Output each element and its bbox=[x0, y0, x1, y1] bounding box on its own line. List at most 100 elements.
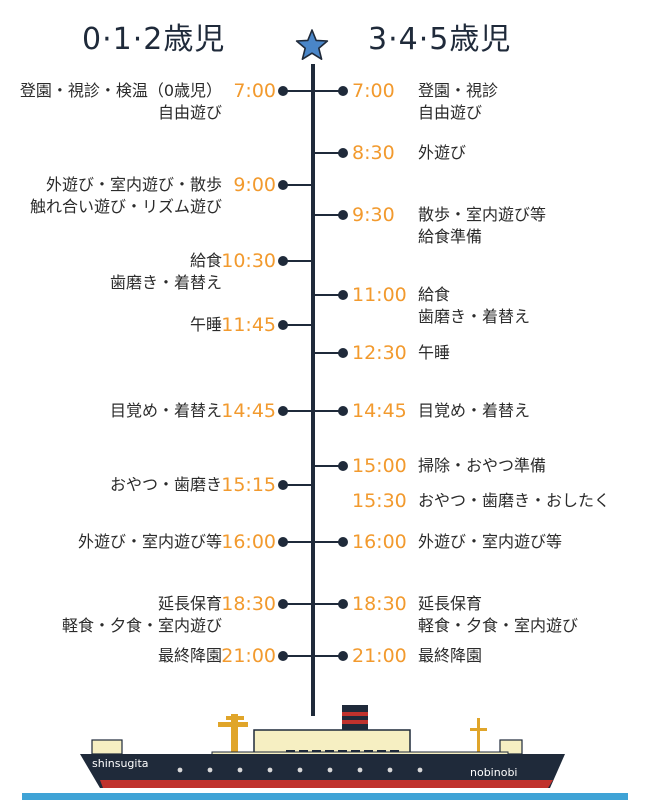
timeline-tick bbox=[283, 410, 313, 412]
left-activity: おやつ・歯磨き bbox=[110, 474, 222, 496]
right-activity-line: 歯磨き・着替え bbox=[418, 307, 531, 326]
left-activity-line: 午睡 bbox=[189, 315, 222, 334]
ship-label-left: shinsugita bbox=[92, 757, 149, 770]
left-time-label: 7:00 bbox=[233, 80, 276, 102]
right-activity: 掃除・おやつ準備 bbox=[418, 455, 546, 477]
left-activity: 給食歯磨き・着替え bbox=[110, 250, 222, 294]
timeline-tick bbox=[313, 655, 343, 657]
left-activity-line: 軽食・夕食・室内遊び bbox=[61, 616, 222, 635]
right-activity-line: 自由遊び bbox=[418, 103, 483, 122]
left-column-title: 0·1·2歳児 bbox=[82, 22, 226, 57]
right-activity-line: 掃除・おやつ準備 bbox=[418, 456, 547, 475]
timeline-tick bbox=[313, 465, 343, 467]
right-column-title: 3·4·5歳児 bbox=[368, 22, 512, 57]
right-time-label: 14:45 bbox=[352, 400, 407, 422]
ship-label-right: nobinobi bbox=[470, 766, 517, 779]
timeline-dot bbox=[338, 210, 348, 220]
timeline-dot bbox=[338, 537, 348, 547]
timeline-tick bbox=[283, 655, 313, 657]
right-time-label: 15:00 bbox=[352, 455, 407, 477]
left-time-label: 18:30 bbox=[221, 593, 276, 615]
right-time-label: 21:00 bbox=[352, 645, 407, 667]
right-activity-line: 給食準備 bbox=[418, 227, 483, 246]
timeline-tick bbox=[283, 541, 313, 543]
left-time-label: 16:00 bbox=[221, 531, 276, 553]
right-activity-line: 外遊び bbox=[418, 143, 467, 162]
timeline-tick bbox=[283, 603, 313, 605]
right-activity: 目覚め・着替え bbox=[418, 400, 530, 422]
right-activity: 延長保育軽食・夕食・室内遊び bbox=[418, 593, 578, 637]
right-activity-line: 最終降園 bbox=[418, 646, 483, 665]
right-time-label: 8:30 bbox=[352, 142, 395, 164]
right-activity-line: おやつ・歯磨き・おしたく bbox=[418, 491, 611, 510]
timeline-axis bbox=[311, 64, 315, 716]
left-activity-line: 触れ合い遊び・リズム遊び bbox=[29, 197, 222, 216]
right-time-label: 9:30 bbox=[352, 204, 395, 226]
left-activity-line: 歯磨き・着替え bbox=[109, 273, 222, 292]
timeline-dot bbox=[338, 290, 348, 300]
right-activity: 給食 歯磨き・着替え bbox=[418, 284, 530, 328]
right-time-label: 12:30 bbox=[352, 342, 407, 364]
left-activity: 登園・視診・検温（0歳児） 自由遊び bbox=[20, 80, 222, 124]
right-activity-line: 延長保育 bbox=[418, 594, 483, 613]
left-time-label: 10:30 bbox=[221, 250, 276, 272]
right-time-label: 11:00 bbox=[352, 284, 407, 306]
left-activity: 延長保育軽食・夕食・室内遊び bbox=[62, 593, 222, 637]
timeline-tick bbox=[283, 184, 313, 186]
timeline-tick bbox=[313, 603, 343, 605]
left-activity-line: 外遊び・室内遊び等 bbox=[77, 532, 222, 551]
timeline-tick bbox=[313, 352, 343, 354]
left-time-label: 11:45 bbox=[221, 314, 276, 336]
left-activity-line: 自由遊び bbox=[157, 103, 222, 122]
right-activity-line: 散歩・室内遊び等 bbox=[418, 205, 547, 224]
right-activity: 外遊び・室内遊び等 bbox=[418, 531, 562, 553]
right-activity: 最終降園 bbox=[418, 645, 482, 667]
right-activity: 午睡 bbox=[418, 342, 450, 364]
right-activity: 外遊び bbox=[418, 142, 466, 164]
right-activity-line: 目覚め・着替え bbox=[418, 401, 531, 420]
timeline-tick bbox=[283, 484, 313, 486]
right-time-label: 18:30 bbox=[352, 593, 407, 615]
left-activity: 外遊び・室内遊び等 bbox=[78, 531, 222, 553]
right-activity: 登園・視診 自由遊び bbox=[418, 80, 498, 124]
timeline-dot bbox=[338, 406, 348, 416]
right-activity-line: 登園・視診 bbox=[418, 81, 499, 100]
right-activity-line: 午睡 bbox=[418, 343, 451, 362]
timeline-dot bbox=[338, 86, 348, 96]
left-activity-line: 延長保育 bbox=[157, 594, 222, 613]
ship-illustration: shinsugita nobinobi bbox=[22, 705, 628, 800]
left-activity-line: 登園・視診・検温（0歳児） bbox=[19, 81, 222, 100]
right-activity-line: 外遊び・室内遊び等 bbox=[418, 532, 563, 551]
right-time-label: 16:00 bbox=[352, 531, 407, 553]
left-activity-line: おやつ・歯磨き bbox=[109, 475, 222, 494]
right-activity: おやつ・歯磨き・おしたく bbox=[418, 490, 610, 512]
timeline-dot bbox=[338, 651, 348, 661]
timeline-tick bbox=[313, 541, 343, 543]
timeline-dot bbox=[338, 148, 348, 158]
left-activity-line: 外遊び・室内遊び・散歩 bbox=[45, 175, 222, 194]
timeline-tick bbox=[313, 90, 343, 92]
timeline-tick bbox=[283, 90, 313, 92]
star-icon bbox=[295, 29, 329, 61]
left-activity: 午睡 bbox=[190, 314, 222, 336]
left-activity: 目覚め・着替え bbox=[110, 400, 222, 422]
right-activity-line: 軽食・夕食・室内遊び bbox=[418, 616, 579, 635]
timeline-tick bbox=[313, 410, 343, 412]
left-activity: 外遊び・室内遊び・散歩触れ合い遊び・リズム遊び bbox=[30, 174, 222, 218]
left-activity-line: 給食 bbox=[189, 251, 222, 270]
timeline-tick bbox=[313, 214, 343, 216]
left-time-label: 9:00 bbox=[233, 174, 276, 196]
right-time-label: 7:00 bbox=[352, 80, 395, 102]
timeline-dot bbox=[338, 599, 348, 609]
left-activity: 最終降園 bbox=[158, 645, 222, 667]
timeline-dot bbox=[338, 461, 348, 471]
timeline-tick bbox=[283, 324, 313, 326]
left-activity-line: 目覚め・着替え bbox=[109, 401, 222, 420]
timeline-tick bbox=[313, 294, 343, 296]
timeline-dot bbox=[338, 348, 348, 358]
right-activity-line: 給食 bbox=[418, 285, 451, 304]
left-activity-line: 最終降園 bbox=[157, 646, 222, 665]
left-time-label: 21:00 bbox=[221, 645, 276, 667]
right-activity: 散歩・室内遊び等 給食準備 bbox=[418, 204, 546, 248]
timeline-tick bbox=[313, 152, 343, 154]
